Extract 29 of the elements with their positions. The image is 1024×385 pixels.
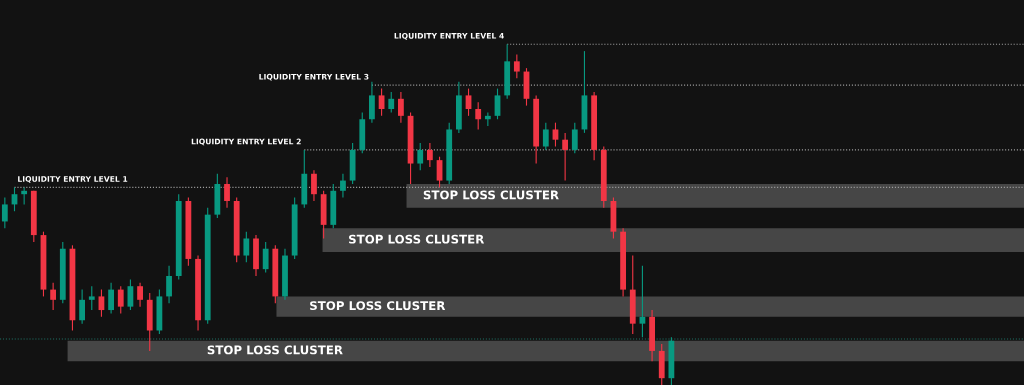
candlestick	[1, 197, 8, 229]
candlestick	[166, 265, 172, 304]
band-label: STOP LOSS CLUSTER	[207, 345, 343, 355]
candlestick	[262, 241, 269, 274]
candlestick	[108, 282, 114, 315]
candlestick	[311, 169, 317, 202]
candlestick	[639, 265, 646, 338]
band-label: STOP LOSS CLUSTER	[423, 190, 559, 200]
candlestick	[369, 81, 375, 124]
candlestick	[417, 142, 424, 171]
candlestick	[224, 176, 230, 209]
candlestick	[50, 282, 57, 311]
candlestick	[117, 285, 124, 315]
candlestick	[340, 173, 346, 199]
candlestick	[88, 285, 95, 311]
candlestick	[79, 289, 86, 325]
candlestick	[426, 142, 433, 168]
candlestick	[571, 122, 578, 154]
candlestick	[513, 53, 520, 79]
candlestick	[562, 132, 569, 182]
band-label: STOP LOSS CLUSTER	[310, 301, 446, 311]
candlestick	[388, 91, 395, 113]
band-label: STOP LOSS CLUSTER	[349, 234, 485, 244]
candlestick	[542, 122, 549, 151]
candlestick	[552, 122, 559, 148]
candlestick	[475, 101, 482, 131]
candlestick	[243, 231, 250, 263]
candlestick	[137, 282, 143, 308]
candlestick	[398, 91, 404, 124]
